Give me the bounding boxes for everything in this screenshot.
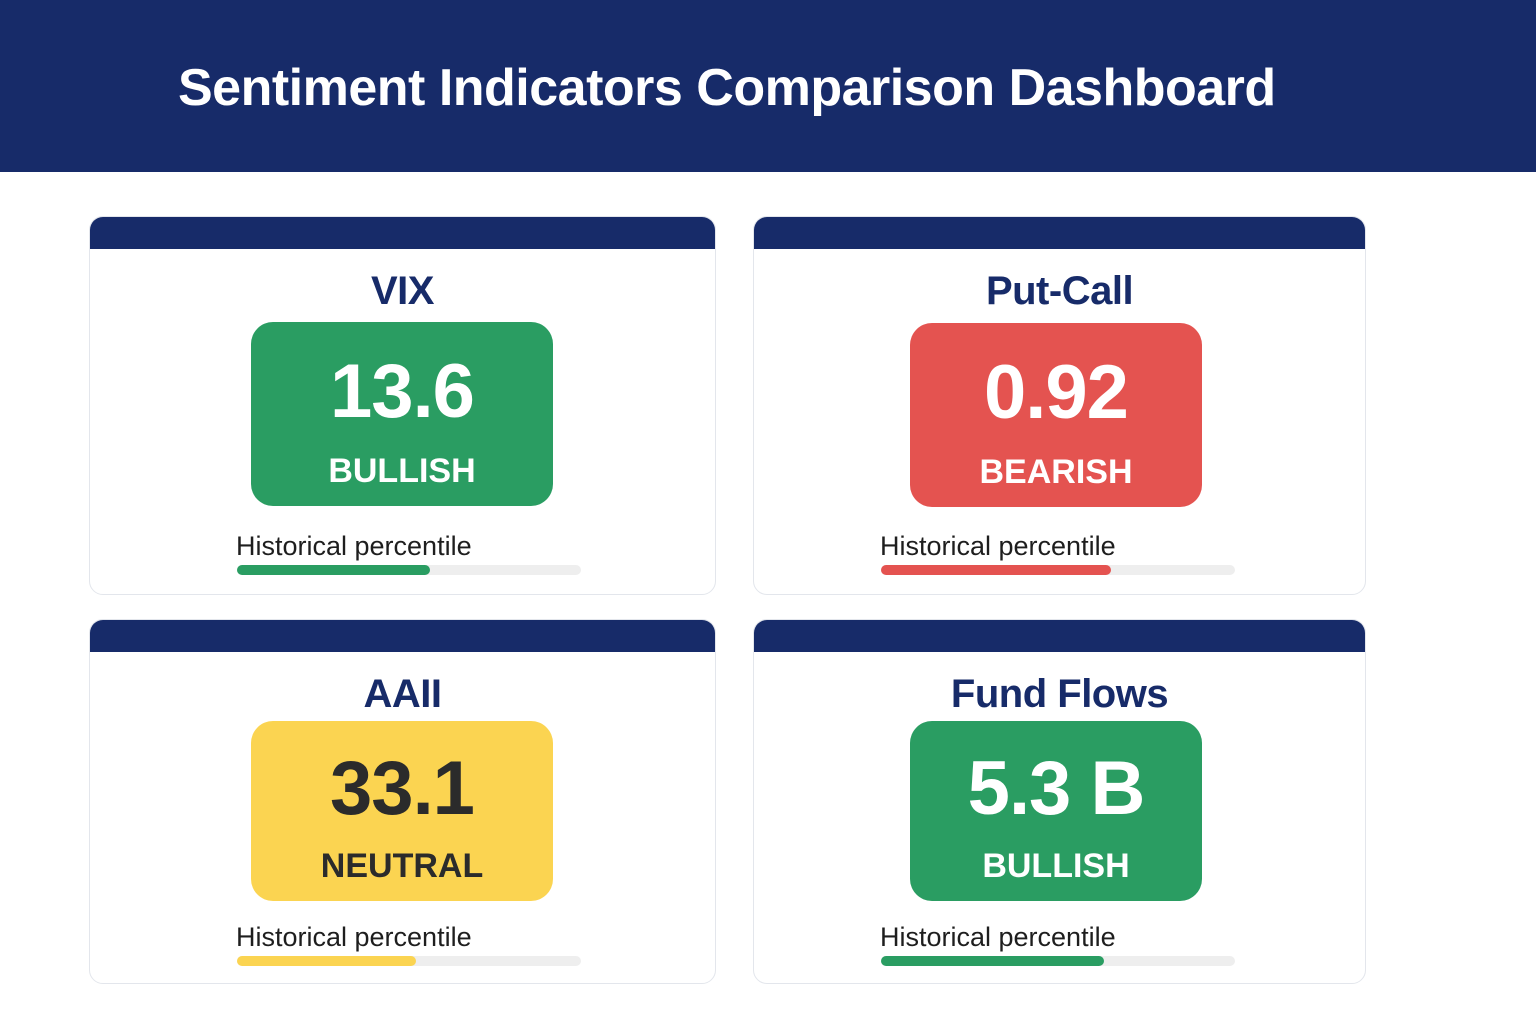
- indicator-value: 13.6: [330, 349, 475, 434]
- percentile-bar: [237, 956, 581, 966]
- card-header-bar: [754, 217, 1365, 249]
- value-tile: 13.6 BULLISH: [251, 322, 553, 506]
- percentile-label: Historical percentile: [236, 922, 472, 952]
- value-tile: 5.3 B BULLISH: [910, 721, 1202, 901]
- indicator-value: 33.1: [330, 746, 475, 831]
- percentile-label: Historical percentile: [880, 531, 1116, 561]
- sentiment-status: NEUTRAL: [320, 847, 484, 885]
- percentile-label: Historical percentile: [236, 531, 472, 561]
- card-header-bar: [90, 217, 715, 249]
- percentile-bar: [881, 956, 1235, 966]
- value-tile: 0.92 BEARISH: [910, 323, 1202, 507]
- sentiment-status: BEARISH: [979, 453, 1133, 491]
- card-header-bar: [90, 620, 715, 652]
- indicator-value: 0.92: [984, 350, 1129, 435]
- percentile-bar-fill: [881, 956, 1105, 966]
- indicator-value: 5.3 B: [967, 746, 1146, 831]
- card-title: VIX: [371, 269, 434, 313]
- sentiment-status: BULLISH: [328, 452, 476, 490]
- percentile-bar-fill: [237, 956, 416, 966]
- indicator-card-vix: VIX 13.6 BULLISH Historical percentile: [89, 216, 716, 595]
- percentile-bar-fill: [881, 565, 1112, 575]
- page-title: Sentiment Indicators Comparison Dashboar…: [178, 59, 1276, 117]
- percentile-bar: [237, 565, 581, 575]
- indicator-card-aaii: AAII 33.1 NEUTRAL Historical percentile: [89, 619, 716, 984]
- value-tile: 33.1 NEUTRAL: [251, 721, 553, 901]
- indicator-card-put-call: Put-Call 0.92 BEARISH Historical percent…: [753, 216, 1366, 595]
- card-title: Fund Flows: [950, 672, 1169, 716]
- indicator-card-fund-flows: Fund Flows 5.3 B BULLISH Historical perc…: [753, 619, 1366, 984]
- percentile-bar-fill: [237, 565, 430, 575]
- card-header-bar: [754, 620, 1365, 652]
- dashboard-header: Sentiment Indicators Comparison Dashboar…: [0, 0, 1536, 172]
- percentile-bar: [881, 565, 1235, 575]
- card-title: AAII: [363, 672, 443, 716]
- card-title: Put-Call: [985, 269, 1134, 313]
- sentiment-status: BULLISH: [982, 847, 1130, 885]
- percentile-label: Historical percentile: [880, 922, 1116, 952]
